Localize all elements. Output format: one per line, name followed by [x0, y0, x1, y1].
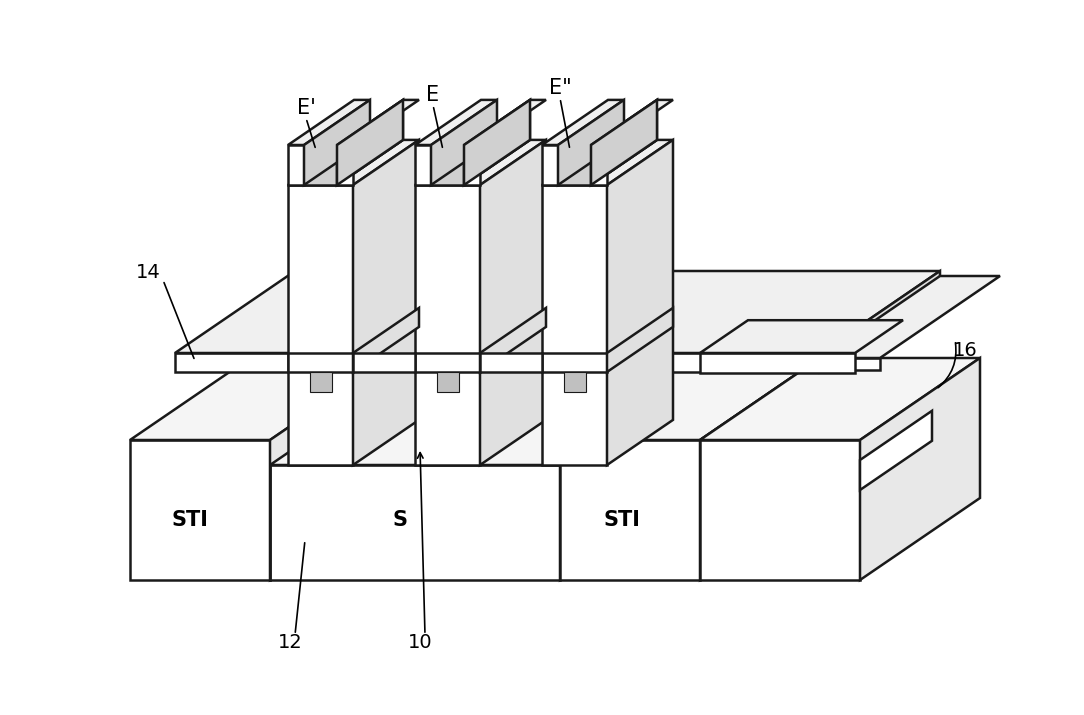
Polygon shape — [480, 140, 546, 465]
Polygon shape — [304, 100, 370, 185]
Polygon shape — [175, 271, 940, 353]
Polygon shape — [591, 100, 657, 185]
Polygon shape — [415, 145, 431, 185]
Polygon shape — [560, 440, 700, 580]
Polygon shape — [542, 185, 607, 465]
Text: 10: 10 — [408, 633, 433, 653]
Polygon shape — [288, 185, 353, 465]
Polygon shape — [542, 140, 624, 185]
Polygon shape — [310, 372, 332, 392]
Polygon shape — [353, 140, 420, 465]
Text: 16: 16 — [953, 340, 978, 360]
Polygon shape — [175, 353, 820, 372]
Polygon shape — [607, 140, 673, 465]
Polygon shape — [700, 320, 903, 353]
Polygon shape — [607, 308, 673, 372]
Polygon shape — [860, 358, 980, 580]
Polygon shape — [337, 145, 353, 185]
Polygon shape — [415, 185, 480, 465]
Polygon shape — [591, 140, 673, 185]
Polygon shape — [337, 100, 403, 185]
Polygon shape — [558, 145, 591, 185]
Polygon shape — [415, 140, 496, 185]
Text: E: E — [426, 85, 440, 105]
Polygon shape — [304, 145, 337, 185]
Polygon shape — [558, 100, 624, 185]
Polygon shape — [820, 271, 940, 372]
Polygon shape — [415, 100, 496, 145]
Polygon shape — [337, 140, 420, 185]
Polygon shape — [353, 353, 415, 372]
Polygon shape — [464, 100, 530, 185]
Polygon shape — [464, 145, 480, 185]
Polygon shape — [415, 353, 480, 372]
Polygon shape — [542, 145, 558, 185]
Polygon shape — [820, 358, 880, 370]
Polygon shape — [542, 100, 624, 145]
Text: E': E' — [297, 98, 315, 118]
Polygon shape — [353, 308, 420, 372]
Polygon shape — [464, 100, 546, 145]
Polygon shape — [480, 308, 546, 372]
Polygon shape — [700, 353, 855, 373]
Polygon shape — [437, 372, 459, 392]
Polygon shape — [130, 358, 390, 440]
Polygon shape — [700, 358, 820, 580]
Polygon shape — [542, 353, 607, 372]
Polygon shape — [591, 100, 673, 145]
Polygon shape — [560, 358, 820, 440]
Polygon shape — [860, 411, 932, 490]
Polygon shape — [480, 353, 542, 372]
Text: STI: STI — [171, 510, 208, 530]
Polygon shape — [700, 440, 860, 580]
Polygon shape — [464, 140, 546, 185]
Polygon shape — [288, 145, 304, 185]
Text: 14: 14 — [136, 262, 160, 282]
Polygon shape — [560, 383, 680, 580]
Polygon shape — [337, 100, 403, 185]
Polygon shape — [270, 358, 390, 580]
Polygon shape — [591, 145, 607, 185]
Polygon shape — [288, 140, 370, 185]
Polygon shape — [431, 100, 496, 185]
Polygon shape — [591, 100, 657, 185]
Polygon shape — [288, 353, 353, 372]
Text: S: S — [392, 510, 408, 530]
Text: STI: STI — [604, 510, 641, 530]
Text: E": E" — [549, 78, 571, 98]
Polygon shape — [337, 100, 420, 145]
Polygon shape — [431, 145, 464, 185]
Polygon shape — [130, 440, 270, 580]
Polygon shape — [820, 276, 1001, 358]
Polygon shape — [270, 465, 560, 580]
Polygon shape — [288, 100, 370, 145]
Polygon shape — [464, 100, 530, 185]
Polygon shape — [564, 372, 586, 392]
Polygon shape — [270, 383, 680, 465]
Polygon shape — [700, 358, 980, 440]
Text: 12: 12 — [278, 633, 302, 653]
